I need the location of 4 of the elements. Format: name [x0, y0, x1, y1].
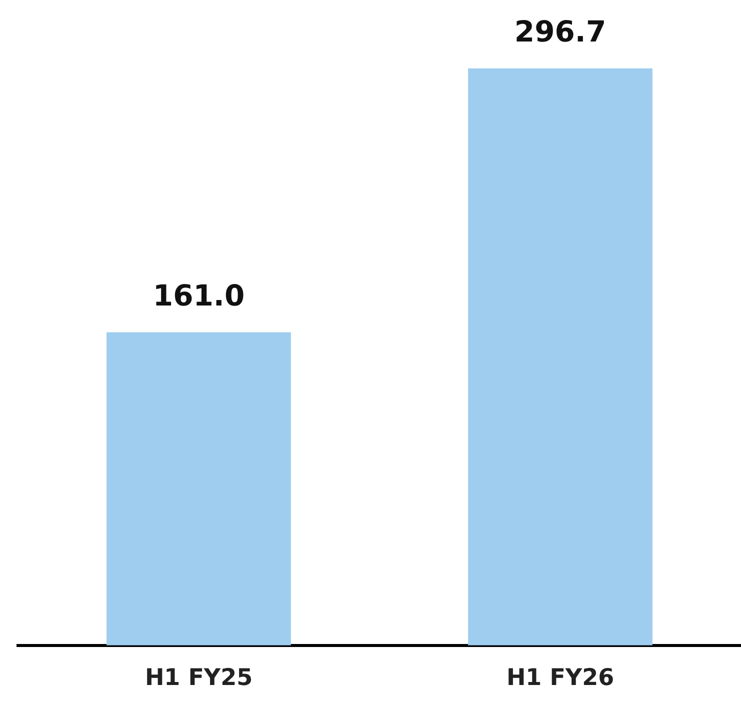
x-tick-label: H1 FY26 — [506, 665, 614, 692]
x-tick-label: H1 FY25 — [144, 665, 253, 692]
data-label: 296.7 — [514, 14, 606, 48]
data-label: 161.0 — [152, 278, 245, 312]
